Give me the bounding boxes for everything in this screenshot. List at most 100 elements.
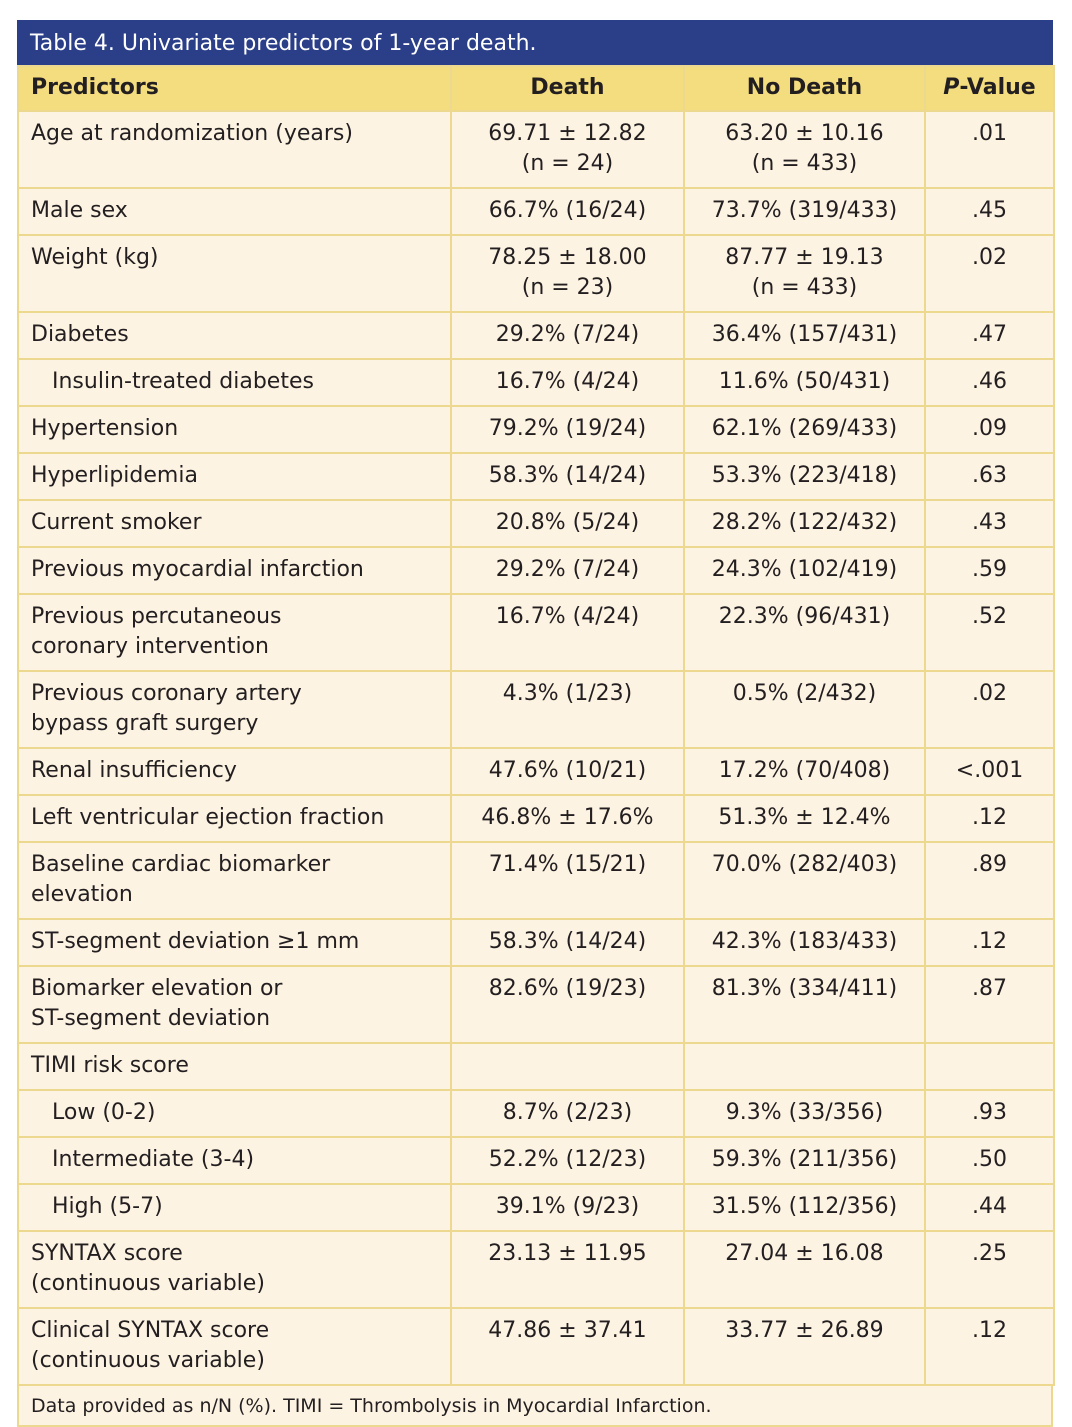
row-label: Previous myocardial infarction [17, 546, 452, 595]
row-label: TIMI risk score [17, 1042, 452, 1091]
table-cell: 58.3% (14/24) [450, 452, 685, 501]
table-cell: 63.20 ± 10.16 (n = 433) [683, 110, 926, 189]
row-label: Age at randomization (years) [17, 110, 452, 189]
table-cell: .09 [924, 405, 1055, 454]
table-cell: 53.3% (223/418) [683, 452, 926, 501]
column-header: Death [450, 65, 685, 112]
table-cell: 81.3% (334/411) [683, 965, 926, 1044]
table-cell: 28.2% (122/432) [683, 499, 926, 548]
table-cell: 17.2% (70/408) [683, 747, 926, 796]
table-row: Hypertension 79.2% (19/24) 62.1% (269/433)… [17, 405, 1055, 454]
footnote: Data provided as n/N (%). TIMI = Thrombo… [17, 1386, 1053, 1427]
table-row: Weight (kg) 78.25 ± 18.00 (n = 23) 87.77 ±… [17, 234, 1055, 313]
table-row: Hyperlipidemia 58.3% (14/24) 53.3% (223/41… [17, 452, 1055, 501]
table-cell: .43 [924, 499, 1055, 548]
table-cell: 69.71 ± 12.82 (n = 24) [450, 110, 685, 189]
table-cell: 29.2% (7/24) [450, 311, 685, 360]
table-cell: 36.4% (157/431) [683, 311, 926, 360]
table-cell: 59.3% (211/356) [683, 1136, 926, 1185]
table-cell: 58.3% (14/24) [450, 918, 685, 967]
table-cell: .12 [924, 918, 1055, 967]
table-row: Previous myocardial infarction 29.2% (7/2… [17, 546, 1055, 595]
row-label: Male sex [17, 187, 452, 236]
table-cell: 23.13 ± 11.95 [450, 1230, 685, 1309]
row-label: Diabetes [17, 311, 452, 360]
table-cell: 33.77 ± 26.89 [683, 1307, 926, 1386]
table-cell: .45 [924, 187, 1055, 236]
column-header-text: -Value [959, 75, 1036, 100]
table-cell: .89 [924, 841, 1055, 920]
table-cell: 29.2% (7/24) [450, 546, 685, 595]
table-cell: 0.5% (2/432) [683, 670, 926, 749]
table-row: Current smoker 20.8% (5/24) 28.2% (122/432… [17, 499, 1055, 548]
table-row: Intermediate (3-4) 52.2% (12/23) 59.3% (21… [17, 1136, 1055, 1185]
row-label: Biomarker elevation or ST-segment deviat… [17, 965, 452, 1044]
table-row: Age at randomization (years) 69.71 ± 12.8… [17, 110, 1055, 189]
row-label: Baseline cardiac biomarker elevation [17, 841, 452, 920]
table-cell: 73.7% (319/433) [683, 187, 926, 236]
table-cell: <.001 [924, 747, 1055, 796]
table-cell: 71.4% (15/21) [450, 841, 685, 920]
table-cell: .52 [924, 593, 1055, 672]
table-cell [924, 1042, 1055, 1091]
row-label: SYNTAX score (continuous variable) [17, 1230, 452, 1309]
table-cell: .93 [924, 1089, 1055, 1138]
table-cell: .12 [924, 794, 1055, 843]
table-card: Table 4. Univariate predictors of 1-year… [17, 20, 1055, 1427]
table-cell: 82.6% (19/23) [450, 965, 685, 1044]
table-cell: 9.3% (33/356) [683, 1089, 926, 1138]
table-cell: 16.7% (4/24) [450, 593, 685, 672]
table-row: Insulin-treated diabetes 16.7% (4/24) 11.6… [17, 358, 1055, 407]
table-cell: 16.7% (4/24) [450, 358, 685, 407]
table-cell: 62.1% (269/433) [683, 405, 926, 454]
table-title: Table 4. Univariate predictors of 1-year… [17, 20, 1053, 65]
row-label: Renal insufficiency [17, 747, 452, 796]
row-label: Clinical SYNTAX score (continuous variab… [17, 1307, 452, 1386]
table-cell: 39.1% (9/23) [450, 1183, 685, 1232]
table: Predictors Death No Death P-Value Age at ra… [17, 65, 1055, 1386]
table-row: Diabetes 29.2% (7/24) 36.4% (157/431) .47 [17, 311, 1055, 360]
table-row: Clinical SYNTAX score (continuous variab… [17, 1307, 1055, 1386]
table-cell: .46 [924, 358, 1055, 407]
table-cell: .50 [924, 1136, 1055, 1185]
table-cell: .01 [924, 110, 1055, 189]
table-row: Biomarker elevation or ST-segment deviat… [17, 965, 1055, 1044]
row-label: Intermediate (3-4) [17, 1136, 452, 1185]
table-row: Male sex 66.7% (16/24) 73.7% (319/433) .45 [17, 187, 1055, 236]
row-label: Weight (kg) [17, 234, 452, 313]
table-row: Left ventricular ejection fraction 46.8% … [17, 794, 1055, 843]
row-label: Insulin-treated diabetes [17, 358, 452, 407]
table-cell: 31.5% (112/356) [683, 1183, 926, 1232]
table-cell: 79.2% (19/24) [450, 405, 685, 454]
column-header: No Death [683, 65, 926, 112]
table-cell: .59 [924, 546, 1055, 595]
column-header: Predictors [17, 65, 452, 112]
table-cell: 70.0% (282/403) [683, 841, 926, 920]
table-cell: 8.7% (2/23) [450, 1089, 685, 1138]
table-cell: 51.3% ± 12.4% [683, 794, 926, 843]
table-row: High (5-7) 39.1% (9/23) 31.5% (112/356) .44 [17, 1183, 1055, 1232]
table-cell [450, 1042, 685, 1091]
row-label: High (5-7) [17, 1183, 452, 1232]
column-header-italic: P [943, 75, 960, 100]
table-cell: .47 [924, 311, 1055, 360]
column-header: P-Value [924, 65, 1055, 112]
table-row: Previous coronary artery bypass graft su… [17, 670, 1055, 749]
table-cell: 27.04 ± 16.08 [683, 1230, 926, 1309]
row-label: Left ventricular ejection fraction [17, 794, 452, 843]
table-cell: .12 [924, 1307, 1055, 1386]
table-cell: .25 [924, 1230, 1055, 1309]
table-row: Previous percutaneous coronary intervent… [17, 593, 1055, 672]
table-row: ST-segment deviation ≥1 mm 58.3% (14/24) 4… [17, 918, 1055, 967]
table-cell: 22.3% (96/431) [683, 593, 926, 672]
table-cell: 78.25 ± 18.00 (n = 23) [450, 234, 685, 313]
table-cell: 24.3% (102/419) [683, 546, 926, 595]
table-cell: 47.86 ± 37.41 [450, 1307, 685, 1386]
row-label: ST-segment deviation ≥1 mm [17, 918, 452, 967]
table-row: Baseline cardiac biomarker elevation 71.4… [17, 841, 1055, 920]
row-label: Current smoker [17, 499, 452, 548]
table-cell: 66.7% (16/24) [450, 187, 685, 236]
row-label: Low (0-2) [17, 1089, 452, 1138]
table-cell: 42.3% (183/433) [683, 918, 926, 967]
table-row: Low (0-2) 8.7% (2/23) 9.3% (33/356) .93 [17, 1089, 1055, 1138]
